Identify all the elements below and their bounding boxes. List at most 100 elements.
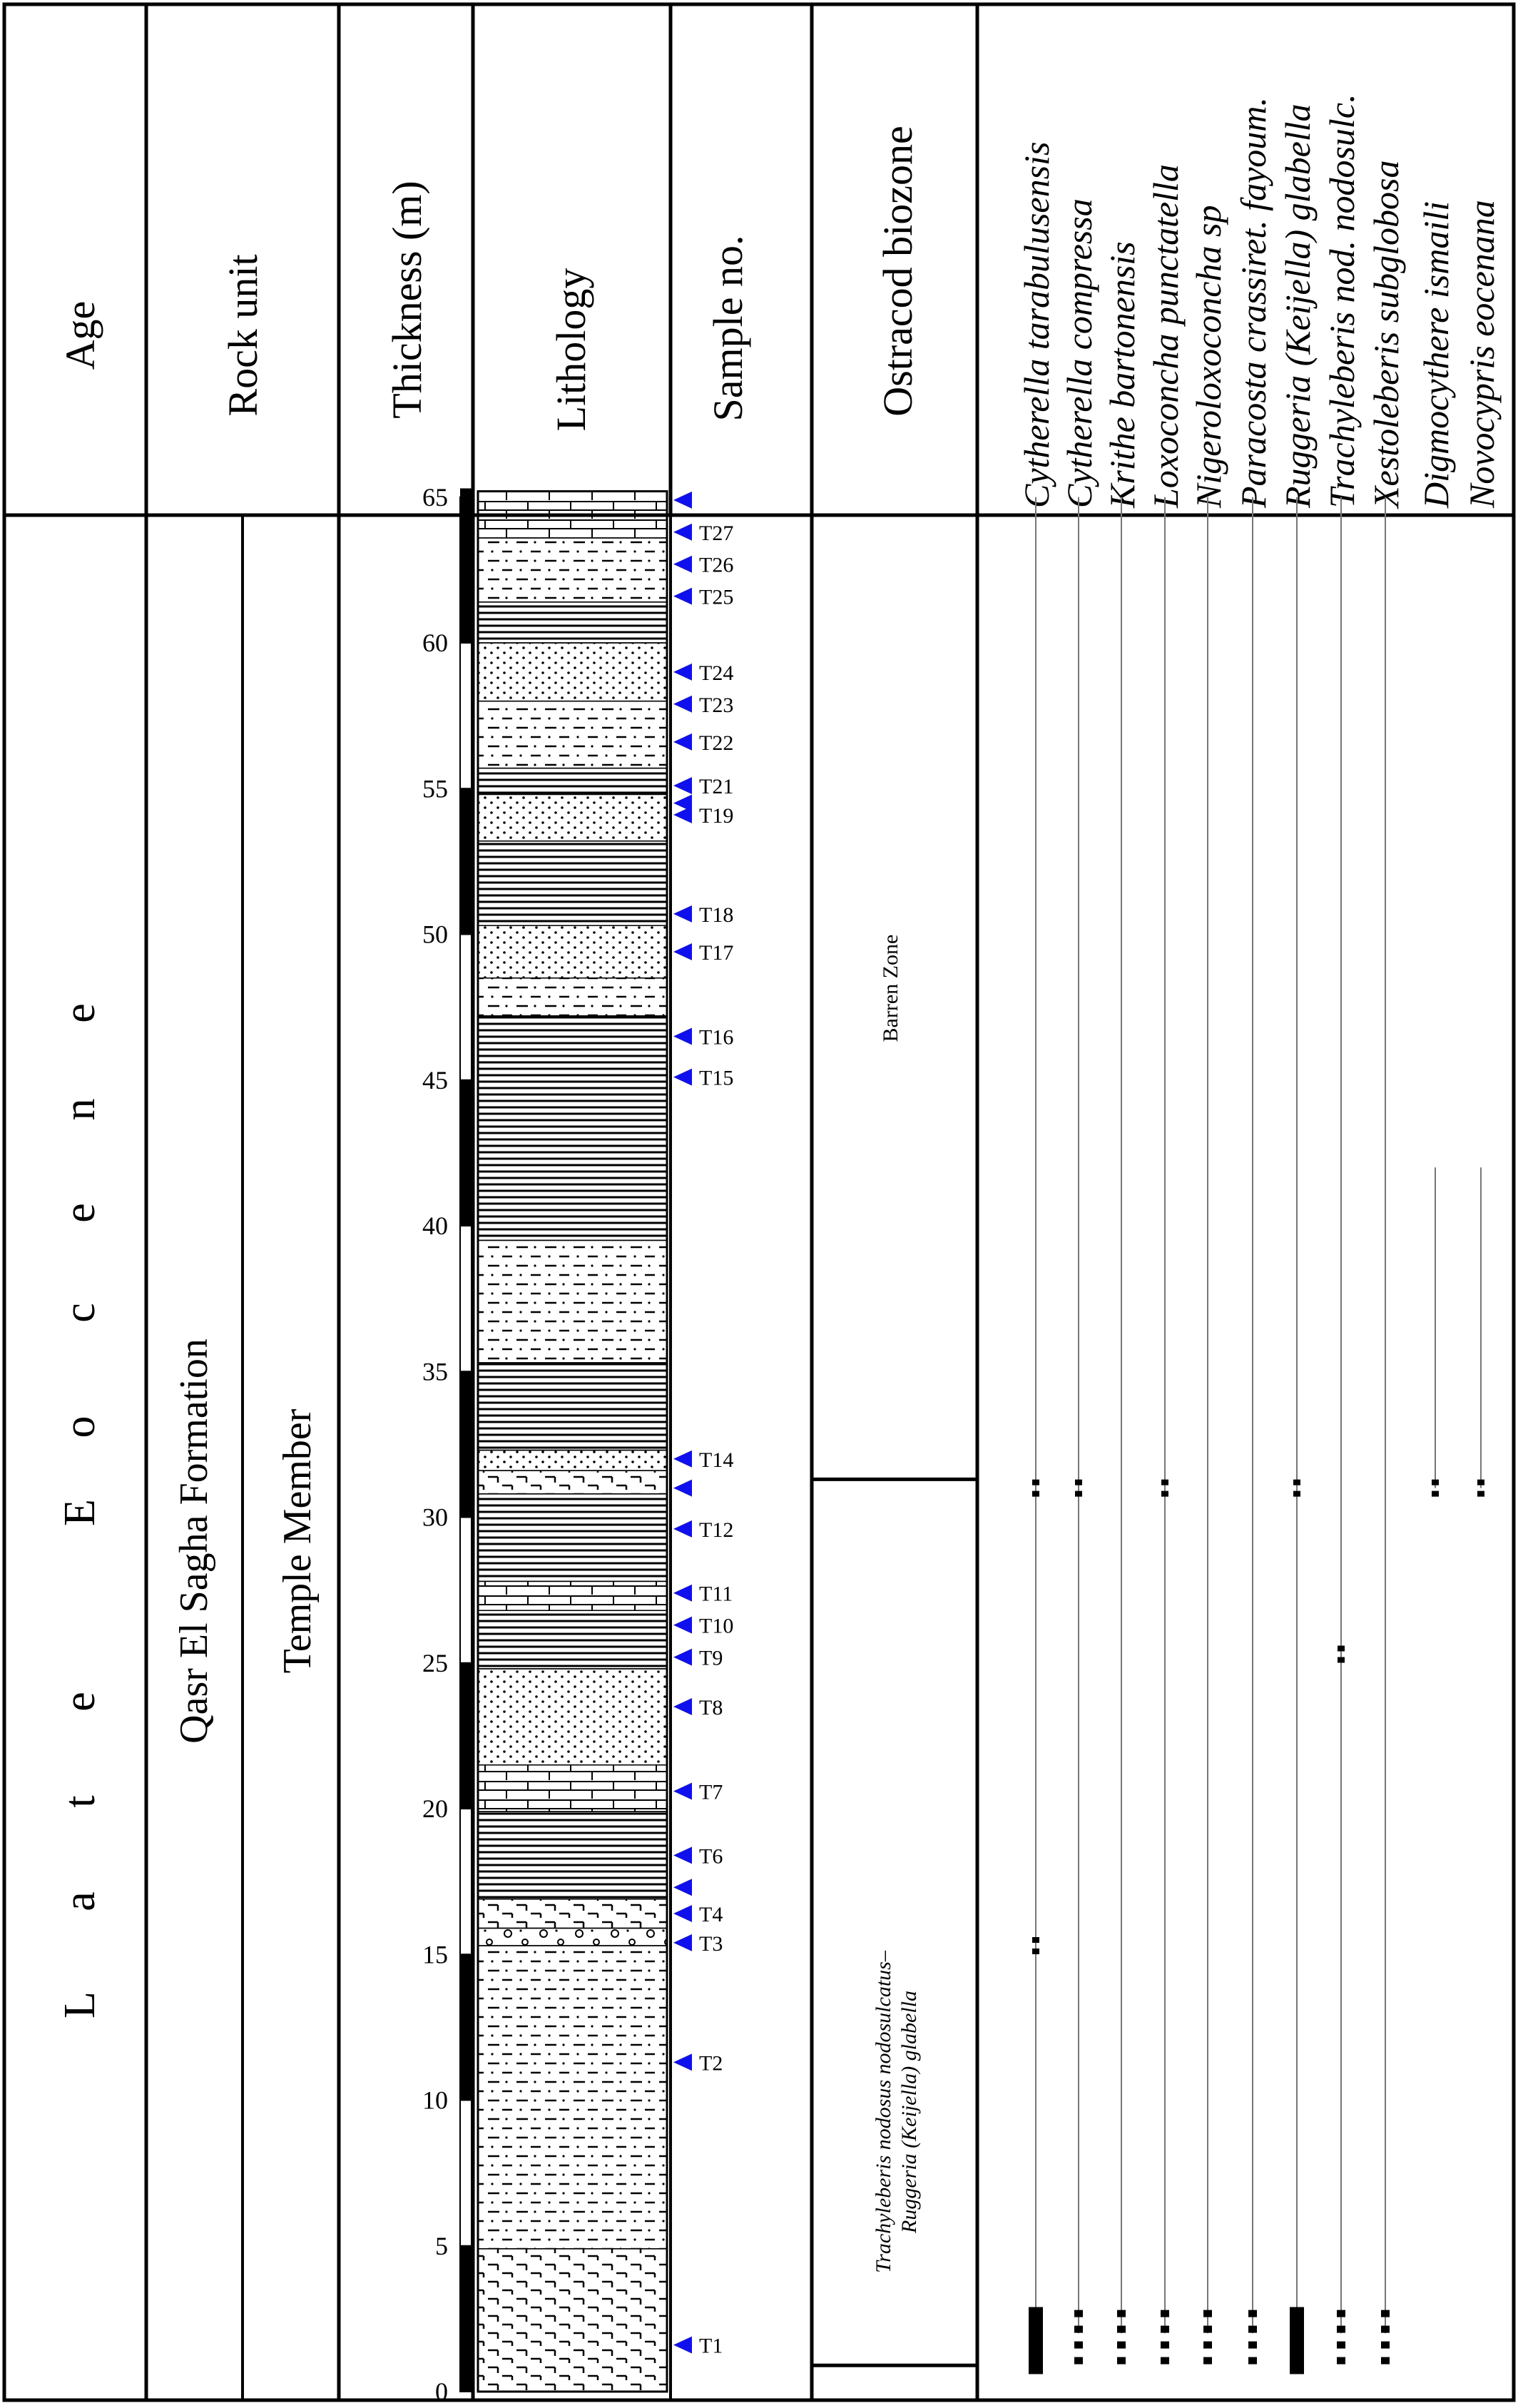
thickness-scale: 0 5 10 15 20 25 30 35 40 45 50 55 60 65 — [422, 483, 472, 2406]
scale-segment — [459, 1516, 472, 1664]
age-letter: n — [56, 1099, 104, 1121]
occurrence-mark — [1117, 2341, 1126, 2349]
species-name: Xestoleberis subglobosa — [1366, 161, 1406, 509]
occurrence-mark — [1161, 2341, 1169, 2349]
sample-label: T26 — [699, 554, 733, 577]
lithology-bed — [477, 642, 668, 702]
lithology-bed — [477, 537, 668, 603]
occurrence-mark — [1117, 2357, 1126, 2364]
sample-label: T23 — [699, 694, 733, 717]
species-name: Paracosta crassiret. fayoum. — [1233, 97, 1273, 509]
sample-label: T7 — [699, 1780, 723, 1804]
scale-segment — [459, 933, 472, 1081]
species-name: Nigeroloxoconcha sp — [1188, 205, 1228, 509]
occurrence-mark — [1161, 2310, 1169, 2317]
sample-label: T1 — [699, 2335, 723, 2358]
occurrence-mark — [1203, 2310, 1212, 2317]
occurrence-mark — [1203, 2325, 1212, 2333]
thickness-tick-label: 45 — [422, 1066, 448, 1094]
lithology-bed — [477, 601, 668, 644]
occurrence-mark — [1117, 2310, 1126, 2317]
species-headers: Cytherella tarabulusensis Cytherella comp… — [1017, 93, 1502, 509]
header-biozone: Ostracod biozone — [875, 126, 921, 416]
sample-label: T16 — [699, 1025, 733, 1049]
occurrence-mark — [1074, 2357, 1083, 2364]
occurrence-mark — [1381, 2357, 1390, 2364]
occurrence-mark — [1477, 1490, 1484, 1497]
occurrence-mark — [1074, 2310, 1083, 2317]
occurrence-mark — [1074, 2325, 1083, 2333]
age-letter: a — [56, 1891, 104, 1911]
occurrence-mark — [1248, 2310, 1257, 2317]
scale-segment — [459, 1808, 472, 1956]
occurrence-mark — [1032, 1490, 1039, 1497]
sample-marker-icon — [673, 1648, 692, 1666]
lithology-bed — [477, 1764, 668, 1812]
species-name: Novocypris eocenana — [1462, 200, 1502, 509]
scale-segment — [459, 2245, 472, 2392]
lithology-border — [477, 490, 668, 2393]
biozone-name: Ruggeria (Keijella) glabella — [897, 1991, 921, 2234]
sample-marker-icon — [673, 905, 692, 923]
thickness-tick-label: 25 — [422, 1649, 448, 1677]
sample-marker-icon — [673, 695, 692, 713]
sample-label: T11 — [699, 1583, 733, 1606]
lithology-bed — [477, 700, 668, 769]
scale-segment — [459, 1371, 472, 1518]
occurrence-mark — [1381, 2325, 1390, 2333]
lithology-bed — [477, 1945, 668, 2250]
sample-marker-icon — [673, 1879, 692, 1896]
sample-label: T9 — [699, 1647, 723, 1670]
lithology-bed — [477, 1449, 668, 1471]
species-name: Krithe bartonensis — [1102, 241, 1142, 509]
species-name: Cytherella compressa — [1059, 198, 1099, 508]
age-letter: e — [56, 1003, 104, 1023]
biozone-name: Trachyleberis nodosus nodosulcatus– — [872, 1950, 895, 2273]
sample-marker-icon — [673, 663, 692, 681]
sample-label: T21 — [699, 775, 733, 798]
sample-marker-icon — [673, 491, 692, 509]
age-label: La t e Eo c e n e — [56, 1003, 104, 2018]
sample-marker-icon — [673, 1934, 692, 1951]
occurrence-mark — [1477, 1479, 1484, 1485]
thickness-tick-label: 35 — [422, 1357, 448, 1386]
sample-marker-icon — [673, 2053, 692, 2071]
sample-marker-icon — [673, 1584, 692, 1602]
age-letter: o — [56, 1416, 104, 1438]
lithology-bed — [477, 767, 668, 796]
occurrence-mark — [1248, 2325, 1257, 2333]
occurrence-mark — [1032, 1948, 1039, 1954]
age-letter: e — [56, 1203, 104, 1223]
occurrence-mark — [1248, 2341, 1257, 2349]
sample-marker-icon — [673, 1027, 692, 1045]
occurrence-mark — [1248, 2357, 1257, 2364]
occurrence-mark — [1203, 2341, 1212, 2349]
sample-marker-icon — [673, 1616, 692, 1634]
species-name: Loxoconcha punctatella — [1146, 164, 1186, 509]
sample-label: T10 — [699, 1615, 733, 1638]
sample-label: T4 — [699, 1903, 723, 1926]
occurrence-mark — [1075, 1490, 1082, 1497]
header-rock-unit: Rock unit — [220, 254, 266, 416]
sample-label: T8 — [699, 1696, 723, 1719]
occurrence-mark — [1032, 1479, 1039, 1485]
species-name: Cytherella tarabulusensis — [1017, 142, 1056, 508]
scale-segment — [459, 1954, 472, 2101]
age-letter: E — [56, 1499, 104, 1526]
lithology-bed — [477, 840, 668, 926]
occurrence-mark — [1432, 1479, 1439, 1485]
occurrence-mark — [1074, 2341, 1083, 2349]
scale-segment — [459, 1079, 472, 1226]
sample-label: T17 — [699, 941, 733, 965]
age-letter: e — [56, 1692, 104, 1712]
biozone-column: Barren Zone Trachyleberis nodosus nodosul… — [812, 935, 977, 2367]
lithology-bed — [477, 1362, 668, 1451]
header-thickness: Thickness (m) — [384, 181, 430, 418]
lithology-bed — [477, 793, 668, 842]
occurrence-mark — [1338, 1645, 1345, 1652]
sample-marker-icon — [673, 1450, 692, 1468]
thickness-tick-label: 60 — [422, 629, 448, 657]
lithology-bed — [477, 1470, 668, 1495]
